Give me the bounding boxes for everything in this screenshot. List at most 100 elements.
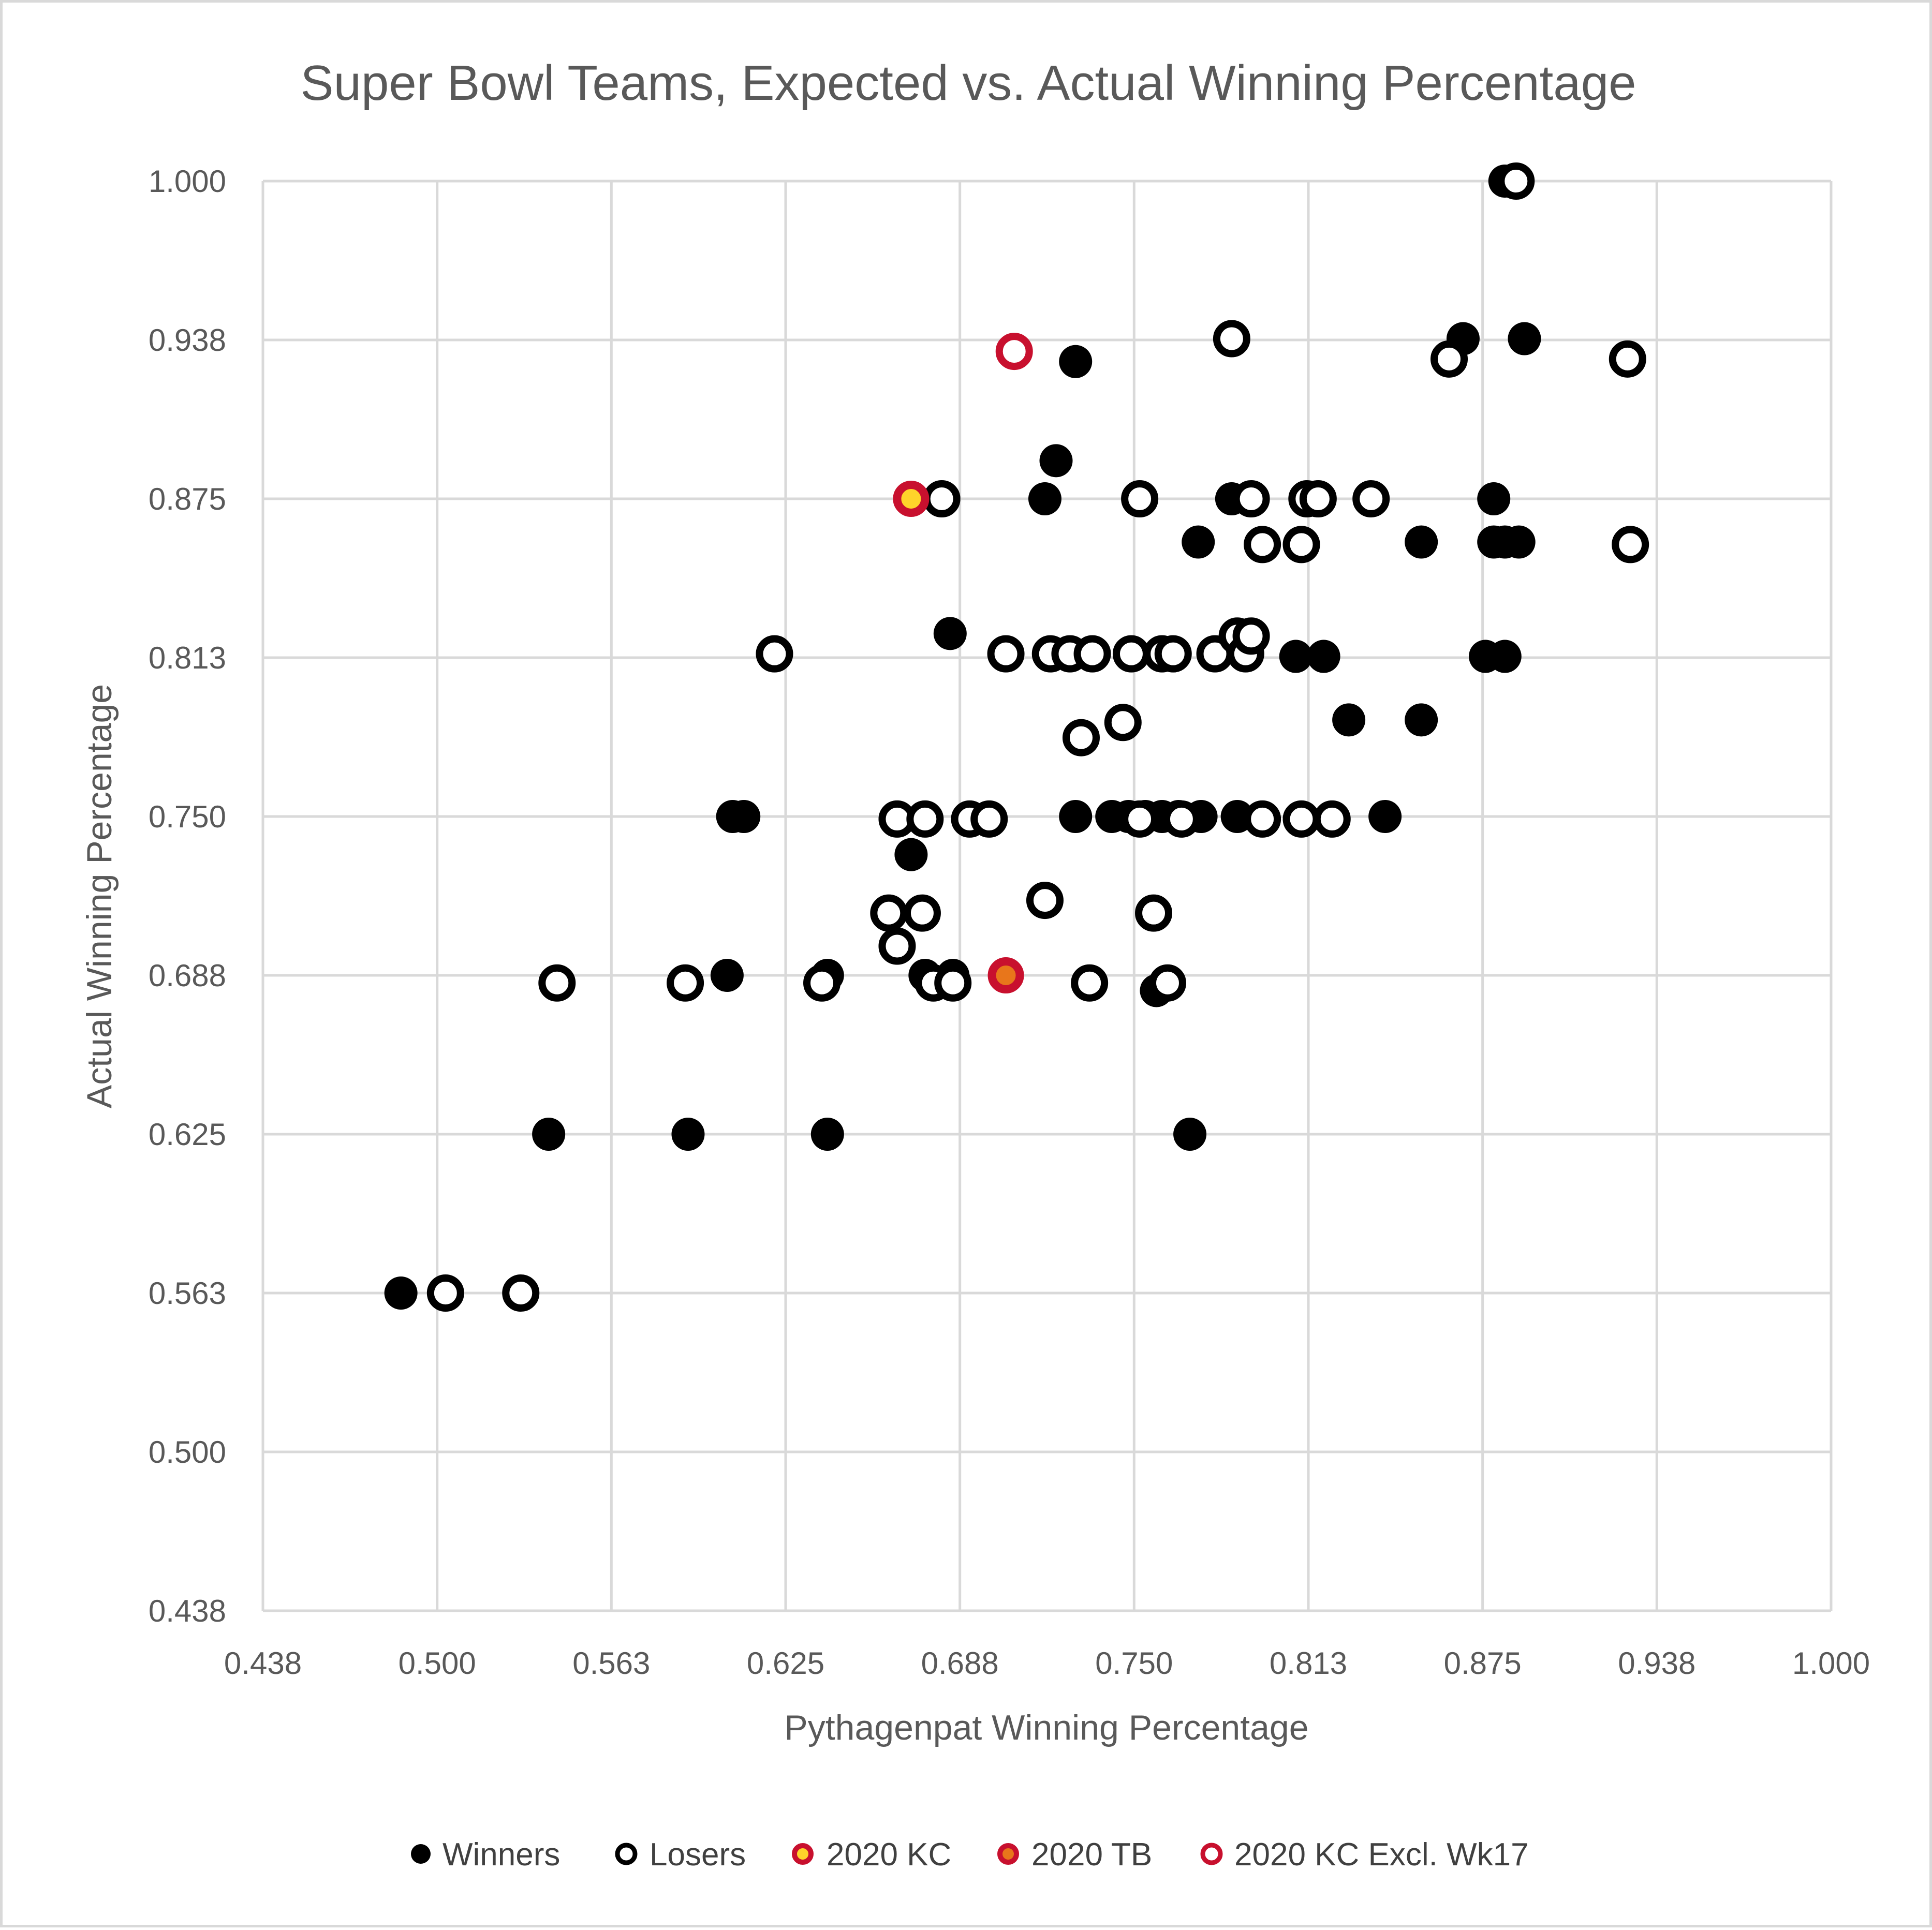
- x-tick-label: 0.813: [1270, 1646, 1347, 1681]
- legend-marker: [411, 1844, 431, 1864]
- losers-point: [667, 964, 704, 1002]
- losers-point: [1073, 635, 1111, 673]
- winners-point: [1368, 800, 1402, 833]
- y-tick-label: 0.500: [149, 1435, 226, 1469]
- chart-svg: Super Bowl Teams, Expected vs. Actual Wi…: [80, 55, 1870, 1873]
- y-tick-label: 0.813: [149, 641, 226, 675]
- legend-marker: [1200, 1843, 1223, 1865]
- losers-point: [906, 800, 944, 838]
- losers-point: [1232, 480, 1270, 517]
- x-tick-label: 0.500: [399, 1646, 476, 1681]
- x-tick-label: 0.875: [1444, 1646, 1522, 1681]
- losers-point: [756, 635, 793, 673]
- losers-point: [1282, 526, 1320, 563]
- y-tick-label: 0.938: [149, 323, 226, 358]
- winners-point: [1477, 482, 1511, 515]
- x-axis-title: Pythagenpat Winning Percentage: [784, 1708, 1308, 1747]
- x-tick-label: 0.750: [1095, 1646, 1173, 1681]
- losers-point: [1352, 480, 1390, 517]
- losers-point: [1282, 800, 1320, 838]
- legend-label: 2020 TB: [1031, 1837, 1152, 1873]
- losers-point: [803, 964, 841, 1002]
- winners-point: [1488, 640, 1522, 673]
- losers-point: [1609, 340, 1646, 378]
- legend-marker: [615, 1843, 638, 1865]
- legend-item-2020-kc-excl-wk17: 2020 KC Excl. Wk17: [1200, 1837, 1529, 1873]
- tick-labels: 0.438 0.500 0.563 0.625 0.688 0.750 0.813 0.875…: [149, 164, 1870, 1681]
- losers-point: [1148, 964, 1186, 1002]
- losers-point: [1213, 320, 1250, 358]
- winners-point: [810, 1118, 844, 1151]
- losers-point: [426, 1274, 464, 1312]
- losers-point: [1154, 635, 1192, 673]
- x-tick-label: 1.000: [1792, 1646, 1870, 1681]
- x-tick-label: 0.563: [572, 1646, 650, 1681]
- y-axis-title: Actual Winning Percentage: [80, 684, 119, 1108]
- legend-label: Winners: [443, 1837, 560, 1873]
- y-tick-label: 0.688: [149, 958, 226, 993]
- losers-point: [502, 1274, 540, 1312]
- losers-point: [1497, 162, 1535, 200]
- losers-point: [1135, 894, 1173, 932]
- winners-point: [1508, 322, 1541, 355]
- x-tick-label: 0.688: [921, 1646, 999, 1681]
- x-tick-label: 0.625: [747, 1646, 824, 1681]
- losers-point: [1104, 704, 1142, 741]
- losers-point: [1071, 964, 1109, 1002]
- losers-point: [1121, 800, 1159, 838]
- 2020-kc-point: [893, 481, 930, 517]
- winners-point: [1332, 703, 1366, 737]
- x-tick-label: 0.938: [1618, 1646, 1695, 1681]
- 2020-kc-excl-wk17-point: [995, 333, 1033, 370]
- y-tick-label: 1.000: [149, 164, 226, 199]
- losers-point: [538, 964, 576, 1002]
- winners-point: [1059, 800, 1093, 833]
- losers-point: [1121, 480, 1159, 517]
- winners-point: [1182, 525, 1215, 559]
- losers-point: [1026, 882, 1064, 919]
- winners-point: [1039, 444, 1073, 478]
- data-points: [384, 162, 1649, 1312]
- losers-point: [1062, 719, 1100, 756]
- legend-marker: [997, 1843, 1019, 1865]
- y-tick-label: 0.750: [149, 799, 226, 834]
- losers-point: [1162, 800, 1200, 838]
- winners-point: [1405, 703, 1438, 737]
- winners-point: [671, 1118, 705, 1151]
- losers-point: [987, 635, 1025, 673]
- legend-item-losers: Losers: [615, 1837, 746, 1873]
- y-tick-label: 0.875: [149, 482, 226, 516]
- winners-point: [933, 617, 967, 650]
- losers-point: [1244, 526, 1281, 563]
- winners-point: [1502, 525, 1536, 559]
- winners-point: [727, 800, 761, 833]
- losers-point: [903, 894, 941, 932]
- winners-point: [1307, 640, 1340, 673]
- losers-point: [934, 964, 972, 1002]
- legend-marker: [792, 1843, 814, 1865]
- losers-point: [870, 894, 908, 932]
- x-tick-label: 0.438: [224, 1646, 302, 1681]
- winners-point: [532, 1118, 566, 1151]
- chart-title: Super Bowl Teams, Expected vs. Actual Wi…: [301, 55, 1636, 111]
- losers-point: [970, 800, 1008, 838]
- losers-point: [1112, 635, 1150, 673]
- winners-point: [1028, 482, 1061, 515]
- winners-point: [1405, 525, 1438, 559]
- legend-item-2020-kc: 2020 KC: [792, 1837, 951, 1873]
- winners-point: [1279, 640, 1312, 673]
- legend-item-winners: Winners: [411, 1837, 560, 1873]
- losers-point: [1299, 480, 1337, 517]
- winners-point: [1173, 1118, 1207, 1151]
- losers-point: [1232, 617, 1270, 655]
- y-tick-label: 0.563: [149, 1276, 226, 1311]
- losers-point: [1244, 800, 1281, 838]
- losers-point: [1313, 800, 1351, 838]
- legend-item-2020-tb: 2020 TB: [997, 1837, 1152, 1873]
- winners-point: [384, 1276, 418, 1310]
- legend-label: 2020 KC: [827, 1837, 951, 1873]
- winners-point: [1059, 345, 1093, 378]
- y-tick-label: 0.625: [149, 1117, 226, 1152]
- 2020-tb-point: [987, 957, 1024, 993]
